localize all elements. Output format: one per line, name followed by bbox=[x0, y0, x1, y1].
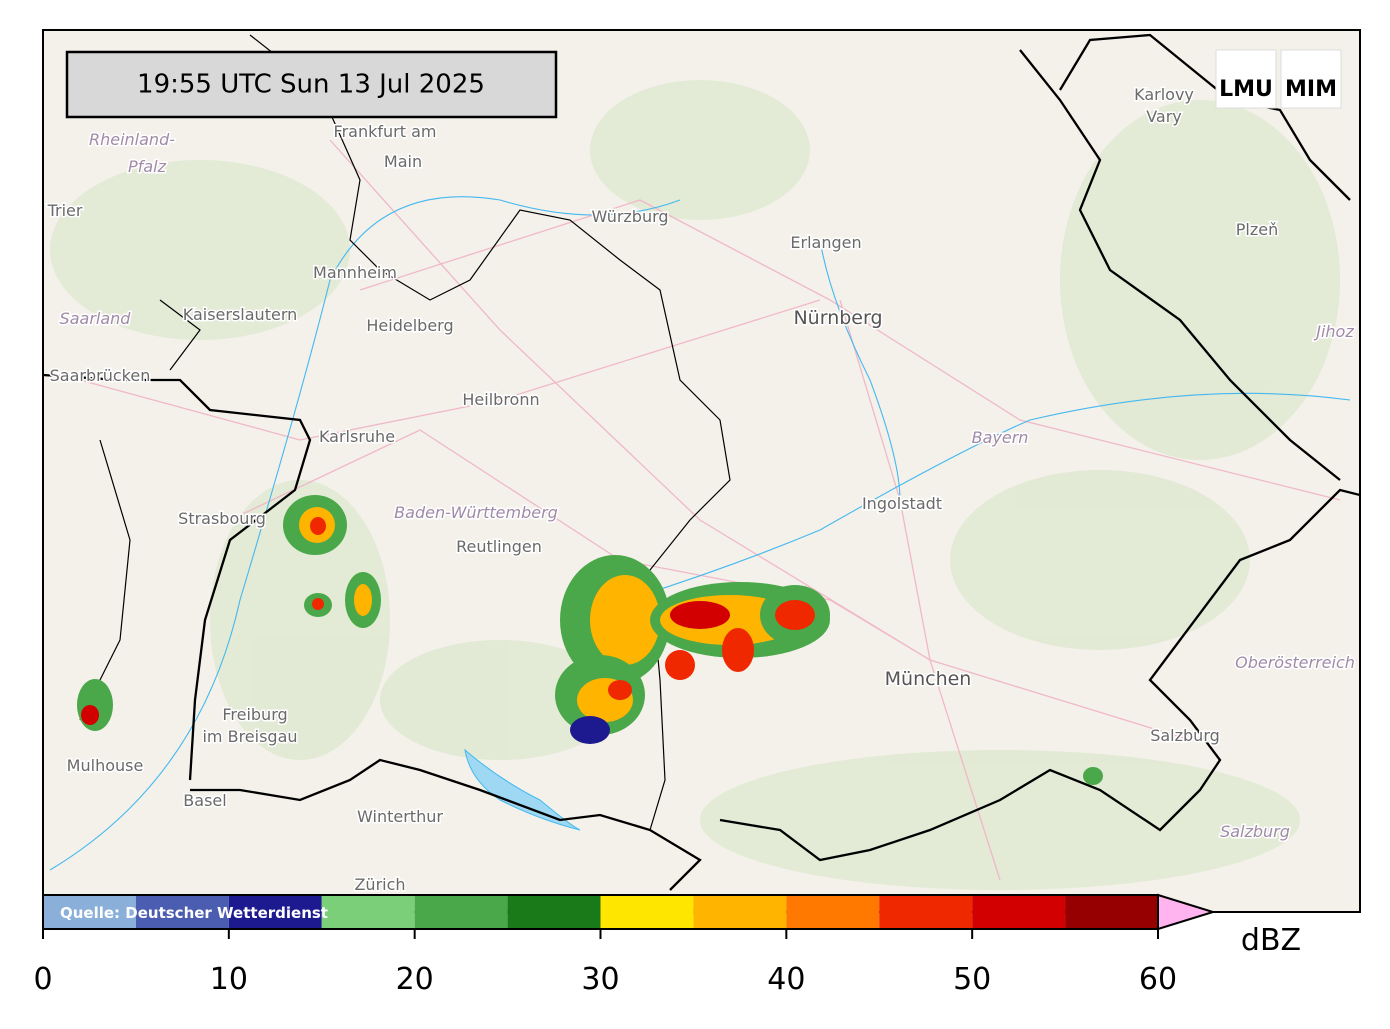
tick-label: 20 bbox=[396, 962, 434, 997]
city-label: Pfalz bbox=[128, 157, 167, 176]
city-label: Trier bbox=[47, 201, 83, 220]
city-label: Winterthur bbox=[357, 807, 443, 826]
city-label: Heilbronn bbox=[462, 390, 539, 409]
timestamp: 19:55 UTC Sun 13 Jul 2025 bbox=[137, 70, 485, 100]
city-label: Strasbourg bbox=[178, 509, 266, 528]
city-label: Frankfurt am bbox=[334, 122, 437, 141]
city-label: Zürich bbox=[354, 875, 405, 894]
city-label: Basel bbox=[183, 791, 226, 810]
country-borders bbox=[43, 33, 1360, 891]
colorbar-segment bbox=[786, 895, 880, 929]
tick-label: 0 bbox=[33, 962, 52, 997]
roads bbox=[79, 139, 1341, 881]
radar-echoes bbox=[77, 495, 1103, 785]
forest-areas bbox=[50, 80, 1340, 890]
city-label: Nürnberg bbox=[793, 307, 882, 329]
colorbar-segment bbox=[43, 895, 136, 929]
city-label: Bayern bbox=[972, 428, 1029, 447]
city-label: Baden-Württemberg bbox=[394, 503, 558, 522]
map-labels: Frankfurt am Main Rheinland- Pfalz Trier Würz… bbox=[45, 84, 1356, 896]
colorbar-segment bbox=[321, 895, 415, 929]
tick-label: 10 bbox=[210, 962, 248, 997]
city-label: Karlovy bbox=[1134, 85, 1194, 104]
city-label: München bbox=[885, 668, 972, 690]
colorbar: Quelle: Deutscher Wetterdienst 0 10 20 30 40 5… bbox=[33, 893, 1301, 997]
city-label: Rheinland- bbox=[89, 130, 175, 149]
city-label: Main bbox=[384, 152, 422, 171]
city-label: Kaiserslautern bbox=[183, 305, 298, 324]
city-label: Vary bbox=[1146, 107, 1182, 126]
logo-box bbox=[1215, 49, 1277, 109]
lake bbox=[464, 748, 581, 831]
city-label: Mannheim bbox=[313, 263, 397, 282]
colorbar-segment bbox=[507, 895, 601, 929]
tick-label: 50 bbox=[953, 962, 991, 997]
colorbar-segment bbox=[228, 895, 322, 929]
city-label: Salzburg bbox=[1150, 726, 1220, 745]
city-label: Salzburg bbox=[1220, 822, 1290, 841]
colorbar-segment bbox=[414, 895, 508, 929]
city-label: Erlangen bbox=[790, 233, 861, 252]
timestamp-box bbox=[65, 50, 558, 119]
colorbar-segment bbox=[600, 895, 694, 929]
city-label: Freiburg bbox=[222, 705, 287, 724]
city-label: Mulhouse bbox=[67, 756, 144, 775]
city-label: Oberösterreich bbox=[1235, 653, 1355, 672]
source-label: Quelle: Deutscher Wetterdienst bbox=[60, 904, 328, 922]
logo-text: LMU bbox=[1219, 77, 1273, 102]
tick-label: 40 bbox=[767, 962, 805, 997]
city-label: Ingolstadt bbox=[862, 494, 942, 513]
colorbar-segment bbox=[972, 895, 1066, 929]
map: Frankfurt am Main Rheinland- Pfalz Trier Würz… bbox=[43, 30, 1360, 912]
city-label: Jihoz bbox=[1313, 322, 1354, 341]
colorbar-segment bbox=[1065, 895, 1158, 929]
tick-label: 30 bbox=[581, 962, 619, 997]
colorbar-segment bbox=[879, 895, 973, 929]
colorbar-segment bbox=[135, 895, 229, 929]
rivers bbox=[49, 196, 1351, 871]
city-label: Reutlingen bbox=[456, 537, 542, 556]
city-label: Saarland bbox=[60, 309, 132, 328]
city-label: im Breisgau bbox=[202, 727, 297, 746]
logo-box bbox=[1280, 49, 1342, 109]
colorbar-unit: dBZ bbox=[1241, 923, 1301, 958]
logo-text: MIM bbox=[1285, 77, 1337, 102]
tick-label: 60 bbox=[1139, 962, 1177, 997]
city-label: Heidelberg bbox=[366, 316, 453, 335]
city-label: Plzeň bbox=[1236, 220, 1278, 239]
city-label: Saarbrücken bbox=[50, 366, 151, 385]
colorbar-segment bbox=[693, 895, 787, 929]
city-label: Karlsruhe bbox=[319, 427, 395, 446]
city-label: Würzburg bbox=[591, 207, 668, 226]
